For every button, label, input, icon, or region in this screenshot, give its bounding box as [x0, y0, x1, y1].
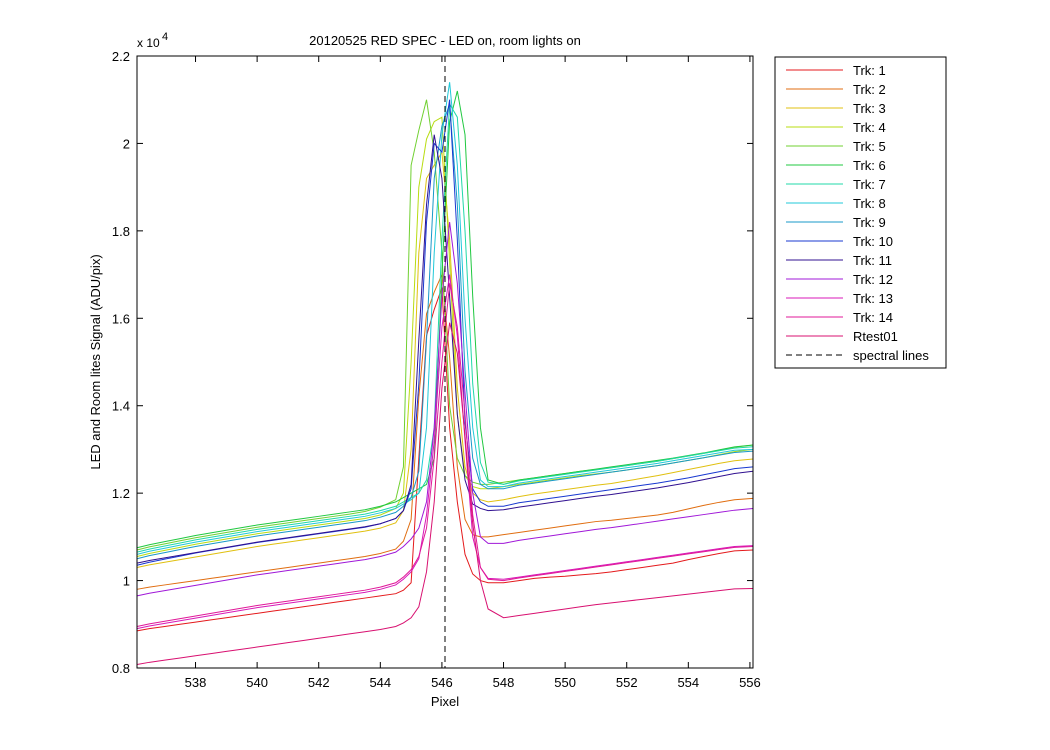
axes-frame: [136, 55, 754, 669]
series-line-9: [136, 103, 754, 560]
y-tick-label: 1: [123, 574, 130, 589]
y-tick-label: 0.8: [112, 661, 130, 676]
x-tick-label: 554: [677, 675, 699, 690]
legend-label-11: Trk: 11: [853, 253, 892, 268]
series-line-14: [136, 283, 754, 627]
x-tick-label: 544: [369, 675, 391, 690]
series-line-8: [136, 82, 754, 555]
legend-label-3: Trk: 3: [853, 101, 886, 116]
x-tick-label: 538: [185, 675, 207, 690]
legend-label-5: Trk: 5: [853, 139, 886, 154]
y-axis-ticks: 0.8 1 1.2 1.4 1.6 1.8 2 2.2: [112, 49, 753, 676]
series-line-6: [136, 90, 754, 549]
y-tick-label: 2: [123, 136, 130, 151]
x-tick-label: 540: [246, 675, 268, 690]
x-tick-label: 550: [554, 675, 576, 690]
chart-title: 20120525 RED SPEC - LED on, room lights …: [309, 33, 581, 48]
series-line-11: [136, 134, 754, 564]
legend: Trk: 1 Trk: 2 Trk: 3 Trk: 4 Trk: 5 Trk: 6 Trk:…: [774, 56, 947, 369]
y-axis-label: LED and Room lites Signal (ADU/pix): [88, 254, 103, 469]
series-line-7: [136, 102, 754, 553]
y-exponent-power: 4: [162, 31, 168, 43]
legend-label-14: Trk: 14: [853, 310, 893, 325]
legend-label-4: Trk: 4: [853, 120, 886, 135]
x-axis-label: Pixel: [431, 694, 459, 709]
series-layer: [136, 82, 754, 665]
legend-label-13: Trk: 13: [853, 291, 893, 306]
y-tick-label: 1.6: [112, 311, 130, 326]
series-line-12: [136, 222, 754, 597]
legend-label-15: Rtest01: [853, 329, 898, 344]
x-tick-label: 556: [739, 675, 761, 690]
legend-label-2: Trk: 2: [853, 82, 886, 97]
series-line-13: [136, 274, 754, 630]
legend-label-8: Trk: 8: [853, 196, 886, 211]
legend-items: Trk: 1 Trk: 2 Trk: 3 Trk: 4 Trk: 5 Trk: 6 Trk:…: [786, 63, 929, 363]
y-tick-label: 1.4: [112, 399, 130, 414]
legend-label-12: Trk: 12: [853, 272, 893, 287]
series-line-1: [136, 287, 754, 632]
x-tick-label: 548: [493, 675, 515, 690]
y-tick-label: 2.2: [112, 49, 130, 64]
legend-label-9: Trk: 9: [853, 215, 886, 230]
legend-box: [774, 56, 947, 369]
legend-label-10: Trk: 10: [853, 234, 893, 249]
x-tick-label: 542: [308, 675, 330, 690]
y-tick-label: 1.2: [112, 486, 130, 501]
x-tick-label: 552: [616, 675, 638, 690]
y-exponent-base: x 10: [137, 36, 160, 50]
legend-label-6: Trk: 6: [853, 158, 886, 173]
legend-label-1: Trk: 1: [853, 63, 886, 78]
x-tick-label: 546: [431, 675, 453, 690]
x-axis-ticks: 538 540 542 544 546 548 550 552 554 556: [185, 56, 761, 690]
legend-label-7: Trk: 7: [853, 177, 886, 192]
legend-label-16: spectral lines: [853, 348, 929, 363]
y-tick-label: 1.8: [112, 224, 130, 239]
plot-area: 538 540 542 544 546 548 550 552 554 556 0.8 1 1.2 1.…: [112, 49, 761, 690]
series-line-15: [136, 322, 754, 665]
